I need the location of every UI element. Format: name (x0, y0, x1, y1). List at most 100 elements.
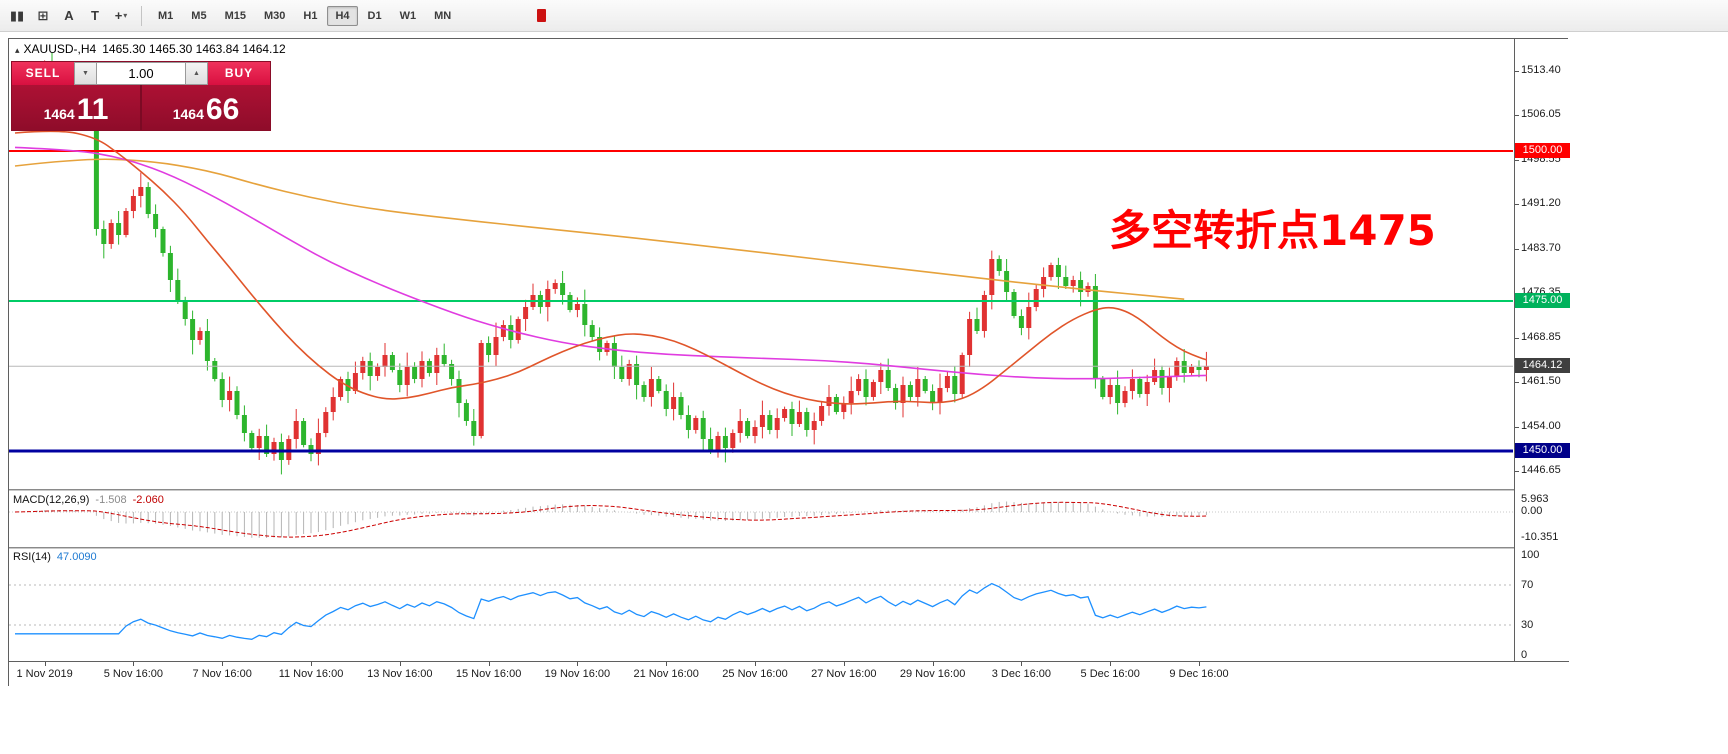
candle (604, 340, 610, 356)
candle (108, 219, 114, 249)
timeframe-m30[interactable]: M30 (263, 9, 286, 22)
candle (841, 396, 847, 420)
candle (922, 376, 928, 394)
candle (404, 352, 410, 397)
time-axis-tick (755, 662, 756, 666)
timeframe-h4[interactable]: H4 (327, 5, 358, 26)
candle (227, 376, 233, 412)
candle (619, 355, 625, 382)
text-label-icon[interactable]: T (91, 8, 99, 23)
price-axis-tick (1515, 159, 1519, 161)
candle (197, 327, 203, 345)
candle (508, 315, 514, 349)
candle (759, 400, 765, 439)
collapse-arrow-icon[interactable]: ▴ (15, 45, 20, 55)
sell-button[interactable]: SELL (12, 62, 74, 85)
candle (804, 407, 810, 437)
candle (959, 352, 965, 398)
candle (389, 352, 395, 373)
timeframe-m1[interactable]: M1 (158, 9, 174, 22)
crosshair-tool-icon[interactable]: + ▾ (114, 8, 128, 23)
time-axis-tick (1021, 662, 1023, 666)
candle (1026, 292, 1032, 340)
timeframe-h1[interactable]: H1 (303, 9, 318, 22)
candle (900, 376, 906, 418)
ma-line-fast (14, 130, 1207, 405)
candle (597, 327, 603, 361)
rsi-axis-label: 0 (1521, 649, 1528, 661)
candle (338, 376, 344, 401)
candle (1070, 275, 1076, 293)
candle (278, 433, 284, 475)
candle (345, 371, 351, 403)
buy-price-main: 1464 (172, 106, 204, 122)
time-axis-label: 1 Nov 2019 (16, 668, 73, 680)
candle (552, 279, 558, 294)
buy-price[interactable]: 1464 66 (142, 85, 270, 130)
candle (241, 405, 247, 442)
pane-separator-macd[interactable] (9, 489, 1569, 491)
candle (1100, 376, 1106, 400)
chart-window[interactable]: ▴ XAUUSD-,H4 1465.30 1465.30 1463.84 1464.… (8, 38, 1570, 688)
candle (1129, 369, 1135, 400)
sell-price[interactable]: 1464 11 (12, 85, 140, 130)
candle (967, 311, 973, 367)
chart-plot[interactable] (9, 39, 1569, 661)
timeframe-m15[interactable]: M15 (224, 9, 246, 22)
candle (693, 415, 699, 434)
price-badge-1464.12: 1464.12 (1515, 358, 1570, 374)
candle (397, 363, 403, 393)
time-axis-tick (932, 662, 934, 666)
candle (493, 322, 499, 367)
candle (471, 409, 477, 446)
macd-axis-label: 5.963 (1521, 493, 1549, 505)
rsi-axis-label: 100 (1521, 549, 1540, 561)
time-axis-label: 9 Dec 16:00 (1169, 668, 1229, 680)
time-axis-label: 13 Nov 16:00 (367, 668, 433, 680)
candle (449, 359, 455, 386)
buy-button[interactable]: BUY (208, 62, 270, 85)
price-axis-tick (1515, 114, 1519, 116)
time-axis-tick (133, 662, 135, 666)
candle (937, 373, 943, 415)
macd-label: MACD(12,26,9) -1.508 -2.060 (13, 494, 170, 506)
candle (745, 418, 751, 439)
symbol-name: XAUUSD-,H4 (23, 42, 97, 56)
time-axis-tick (843, 662, 845, 666)
time-axis[interactable]: 1 Nov 2019 5 Nov 16:00 7 Nov 16:00 11 Nov 1… (9, 661, 1569, 688)
alert-icon[interactable] (537, 9, 546, 22)
timeframe-mn[interactable]: MN (434, 9, 452, 22)
volume-down-button[interactable]: ▼ (74, 62, 97, 85)
candle (315, 418, 321, 466)
candle (1137, 376, 1143, 398)
candle (1018, 309, 1024, 336)
volume-input[interactable] (97, 62, 185, 85)
candle (656, 376, 662, 394)
candle (1041, 267, 1047, 298)
price-axis[interactable]: 1513.40 1506.05 1498.55 1491.20 1483.70 1476.… (1514, 39, 1570, 661)
candle (789, 401, 795, 436)
candle (271, 437, 277, 461)
candle (204, 319, 210, 371)
candle (478, 340, 484, 439)
candle (722, 427, 728, 463)
pane-separator-rsi[interactable] (9, 547, 1569, 549)
grid-icon[interactable]: ⊞ (37, 7, 49, 23)
chart-objects-icon[interactable]: ▮▮ (9, 7, 25, 23)
candle (826, 385, 832, 416)
text-tool-icon[interactable]: A (64, 8, 74, 23)
candle (486, 336, 492, 363)
timeframe-d1[interactable]: D1 (367, 9, 382, 22)
one-click-trading-panel: SELL ▼ ▲ BUY 1464 11 1464 66 (11, 61, 271, 131)
timeframe-w1[interactable]: W1 (399, 9, 417, 22)
timeframe-m5[interactable]: M5 (191, 9, 207, 22)
volume-up-button[interactable]: ▲ (185, 62, 208, 85)
candle (153, 204, 159, 238)
price-axis-tick (1515, 337, 1519, 339)
candle (715, 431, 721, 458)
rsi-value: 47.0090 (56, 551, 97, 563)
macd-name: MACD(12,26,9) (13, 494, 90, 506)
candle (352, 361, 358, 394)
candles-layer (12, 52, 1209, 475)
